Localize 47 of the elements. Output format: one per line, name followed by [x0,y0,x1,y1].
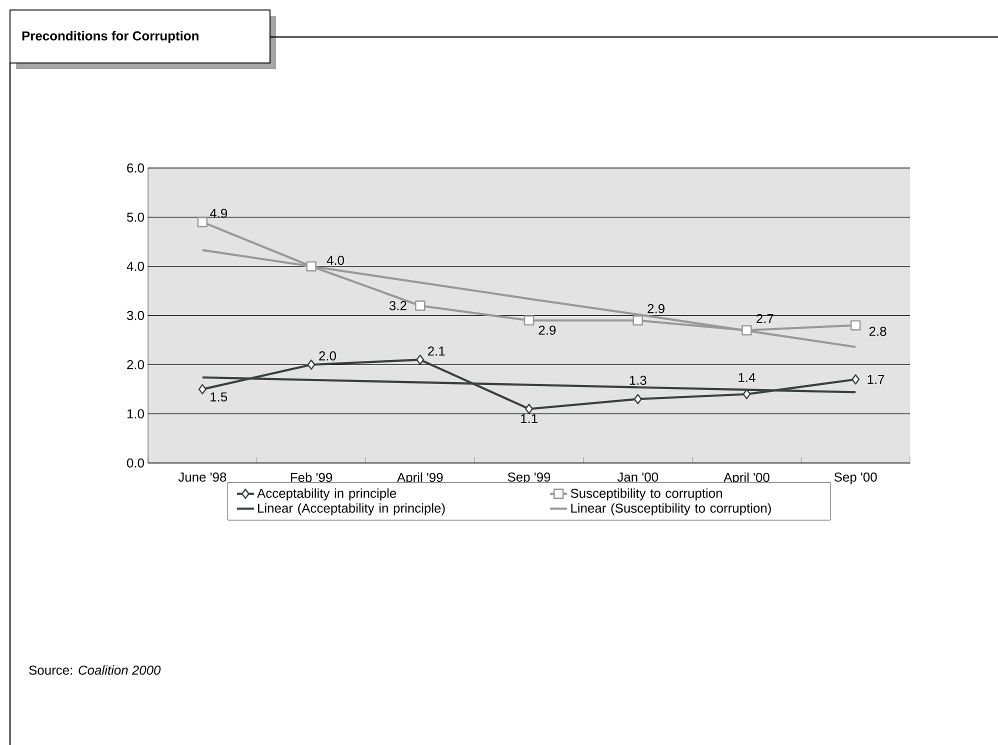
y-tick-label: 0.0 [126,458,144,468]
point [742,325,752,336]
y-tick-label: 2.0 [127,360,144,370]
point [415,300,426,311]
point [197,216,208,228]
data-label: 2.9 [648,304,664,314]
point [852,374,860,385]
legend-label: Acceptability in principle [257,488,396,500]
y-tick-label: 3.0 [126,310,144,320]
x-tick-label: Jan '00 [617,472,658,482]
y-tick-label: 6.0 [127,163,144,173]
point [306,261,316,272]
data-label: 1.4 [738,373,756,382]
source-note: Source: Coalition 2000 [29,665,161,675]
point [198,384,206,394]
y-tick-label: 1.0 [127,409,144,418]
point [525,404,534,414]
point [416,354,424,365]
x-tick-label: Feb '99 [290,472,332,482]
x-tick-label: April '99 [396,472,443,485]
data-label: 1.3 [630,376,646,385]
legend-label: Linear (Acceptability in principle) [258,503,445,516]
x-tick-label: Sep '00 [834,472,877,484]
legend-label: Susceptibility to corruption [570,488,722,500]
x-tick-label: Sep '99 [508,472,550,484]
point [850,320,861,330]
data-label: 1.7 [868,374,884,384]
y-tick-label: 4.0 [126,262,144,271]
y-tick-label: 5.0 [127,212,144,222]
x-tick-label: April '00 [724,472,770,485]
data-label: 2.0 [319,351,336,360]
data-label: 2.8 [869,326,886,336]
point [307,360,316,370]
point [632,315,643,326]
data-label: 1.5 [210,392,228,402]
data-label: 2.9 [538,326,556,335]
point [634,394,642,404]
point [524,315,534,326]
point [742,389,751,400]
data-label: 3.2 [389,301,406,310]
data-label: 2.7 [756,314,774,324]
data-label: 4.0 [326,256,344,265]
legend-label: Linear (Susceptibility to corruption) [571,503,771,516]
data-label: 1.1 [520,414,538,424]
x-tick-label: June '98 [178,472,226,482]
data-label: 2.1 [428,346,445,356]
chart-title: Preconditions for Corruption [22,30,198,44]
